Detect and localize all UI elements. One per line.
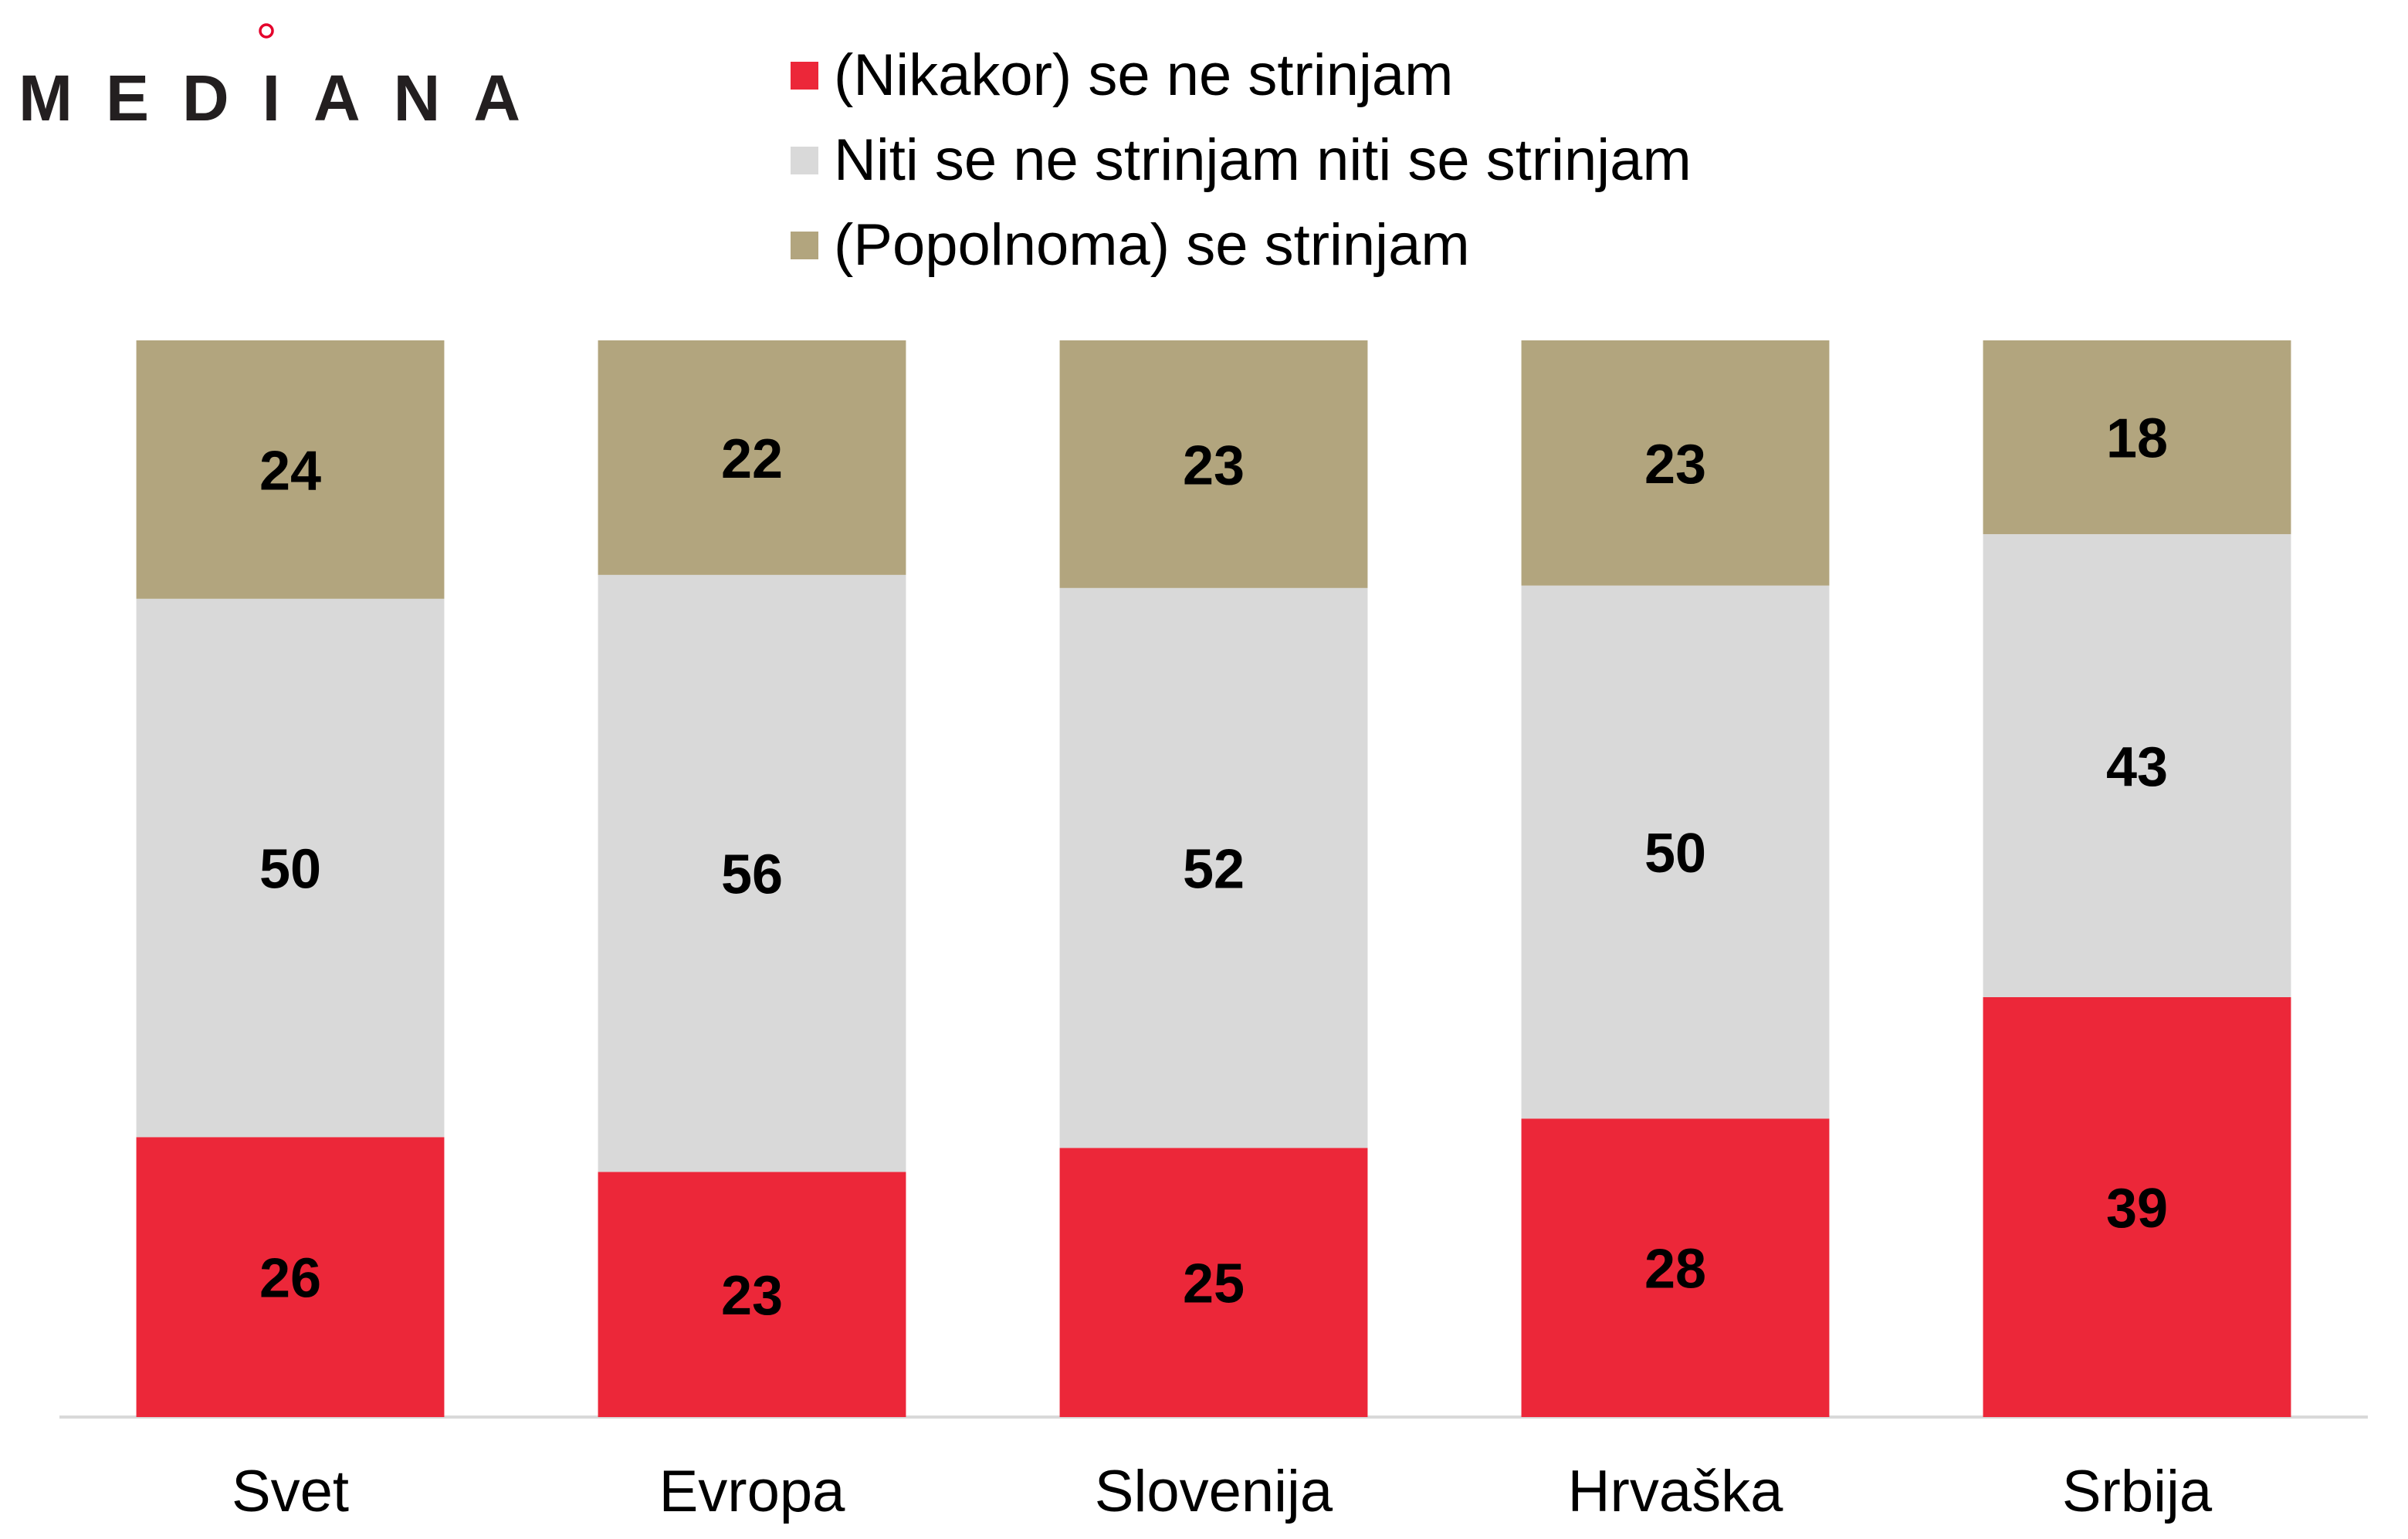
data-label-hrvaska-series-2: 50 bbox=[1644, 823, 1706, 885]
data-label-srbija-series-1: 39 bbox=[2106, 1178, 2168, 1240]
category-label-slovenija: Slovenija bbox=[1095, 1459, 1333, 1524]
logo-text: MEDIANA bbox=[19, 62, 554, 134]
legend-label-neutral: Niti se ne strinjam niti se strinjam bbox=[834, 127, 1692, 193]
legend-label-disagree: (Nikakor) se ne strinjam bbox=[834, 42, 1454, 108]
bar-slovenija-series-2 bbox=[1059, 587, 1368, 1148]
data-label-srbija-series-2: 43 bbox=[2106, 736, 2168, 798]
data-label-slovenija-series-1: 25 bbox=[1183, 1253, 1245, 1315]
bar-evropa-series-3 bbox=[598, 340, 906, 575]
category-label-evropa: Evropa bbox=[659, 1459, 846, 1524]
category-label-hrvaska: Hrvaška bbox=[1568, 1459, 1783, 1524]
bar-srbija-series-1 bbox=[1983, 996, 2291, 1417]
bar-hrvaska-series-3 bbox=[1521, 340, 1830, 586]
bar-hrvaska-series-2 bbox=[1521, 585, 1830, 1119]
data-labels: 26 50 24 23 56 22 25 52 23 28 50 23 39 43 18 bbox=[259, 408, 2168, 1328]
data-label-svet-series-3: 24 bbox=[259, 440, 321, 502]
data-label-hrvaska-series-1: 28 bbox=[1644, 1239, 1706, 1301]
bar-evropa-series-1 bbox=[598, 1172, 906, 1417]
logo-ring-icon bbox=[259, 23, 274, 39]
bar-svet-series-1 bbox=[136, 1137, 445, 1417]
data-label-svet-series-1: 26 bbox=[259, 1248, 321, 1310]
bar-srbija-series-3 bbox=[1983, 340, 2291, 535]
legend-swatch-neutral bbox=[791, 147, 818, 174]
legend-item-disagree: (Nikakor) se ne strinjam bbox=[791, 45, 1453, 107]
data-label-srbija-series-3: 18 bbox=[2106, 408, 2168, 470]
category-label-svet: Svet bbox=[232, 1459, 349, 1524]
data-label-evropa-series-3: 22 bbox=[721, 428, 783, 490]
data-label-slovenija-series-2: 52 bbox=[1183, 839, 1245, 901]
data-label-evropa-series-2: 56 bbox=[721, 844, 783, 906]
legend-item-neutral: Niti se ne strinjam niti se strinjam bbox=[791, 130, 1692, 191]
data-label-slovenija-series-3: 23 bbox=[1183, 435, 1245, 496]
category-labels: Svet Evropa Slovenija Hrvaška Srbija bbox=[232, 1459, 2213, 1524]
bar-svet-series-3 bbox=[136, 340, 445, 599]
bar-srbija-series-2 bbox=[1983, 534, 2291, 997]
legend-swatch-agree bbox=[791, 232, 818, 259]
bar-svet-series-2 bbox=[136, 598, 445, 1138]
legend-label-agree: (Popolnoma) se strinjam bbox=[834, 212, 1470, 278]
bar-hrvaska-series-1 bbox=[1521, 1118, 1830, 1417]
mediana-logo: MEDIANA bbox=[0, 0, 556, 154]
data-label-svet-series-2: 50 bbox=[259, 839, 321, 901]
bar-evropa-series-2 bbox=[598, 574, 906, 1172]
data-label-evropa-series-1: 23 bbox=[721, 1265, 783, 1327]
bar-slovenija-series-1 bbox=[1059, 1148, 1368, 1417]
legend-item-agree: (Popolnoma) se strinjam bbox=[791, 215, 1470, 276]
bars bbox=[136, 340, 2291, 1417]
category-label-srbija: Srbija bbox=[2062, 1459, 2213, 1524]
bar-slovenija-series-3 bbox=[1059, 340, 1368, 588]
data-label-hrvaska-series-3: 23 bbox=[1644, 434, 1706, 496]
legend-swatch-disagree bbox=[791, 62, 818, 90]
